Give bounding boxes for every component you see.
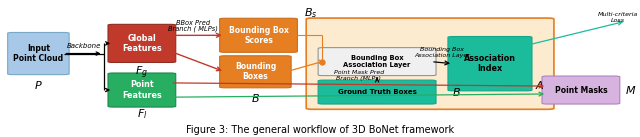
Text: Global
Features: Global Features	[122, 34, 162, 53]
Text: $F_l$: $F_l$	[136, 107, 147, 121]
FancyBboxPatch shape	[8, 32, 69, 75]
Text: Branch ( MLPs): Branch ( MLPs)	[168, 26, 218, 32]
Text: Multi-criteria: Multi-criteria	[598, 12, 638, 16]
Text: Point Masks: Point Masks	[555, 85, 607, 95]
Text: $P$: $P$	[34, 79, 43, 91]
FancyBboxPatch shape	[220, 18, 298, 52]
Text: Point Mask Pred: Point Mask Pred	[334, 70, 384, 75]
Text: Bounding Box: Bounding Box	[420, 47, 464, 52]
Text: $\bar{B}$: $\bar{B}$	[452, 85, 461, 99]
Text: Ground Truth Boxes: Ground Truth Boxes	[338, 89, 417, 95]
FancyBboxPatch shape	[318, 48, 436, 76]
FancyBboxPatch shape	[542, 76, 620, 104]
FancyBboxPatch shape	[108, 24, 176, 62]
Text: Bounding
Boxes: Bounding Boxes	[235, 62, 276, 82]
Text: Input
Point Cloud: Input Point Cloud	[13, 44, 63, 63]
Text: Association
Index: Association Index	[464, 54, 516, 73]
Text: Figure 3: The general workflow of 3D BoNet framework: Figure 3: The general workflow of 3D BoN…	[186, 125, 454, 135]
Text: Point
Features: Point Features	[122, 80, 162, 100]
FancyBboxPatch shape	[108, 73, 176, 107]
FancyBboxPatch shape	[318, 80, 436, 104]
Text: Bounding Box
Scores: Bounding Box Scores	[228, 26, 289, 45]
Text: Bounding Box
Association Layer: Bounding Box Association Layer	[344, 55, 411, 68]
Text: $M$: $M$	[625, 84, 636, 96]
FancyBboxPatch shape	[448, 36, 532, 91]
Text: Association Layer: Association Layer	[414, 53, 470, 58]
Text: Backbone: Backbone	[67, 43, 101, 49]
Text: $F_g$: $F_g$	[136, 65, 148, 81]
FancyBboxPatch shape	[220, 56, 291, 88]
Text: $B_s$: $B_s$	[305, 6, 318, 20]
Text: Loss: Loss	[611, 18, 625, 23]
Text: Branch (MLPs): Branch (MLPs)	[337, 76, 381, 81]
Text: $B$: $B$	[251, 92, 260, 104]
Text: BBox Pred: BBox Pred	[176, 20, 211, 26]
FancyBboxPatch shape	[306, 18, 554, 109]
Text: $A$: $A$	[535, 79, 544, 91]
